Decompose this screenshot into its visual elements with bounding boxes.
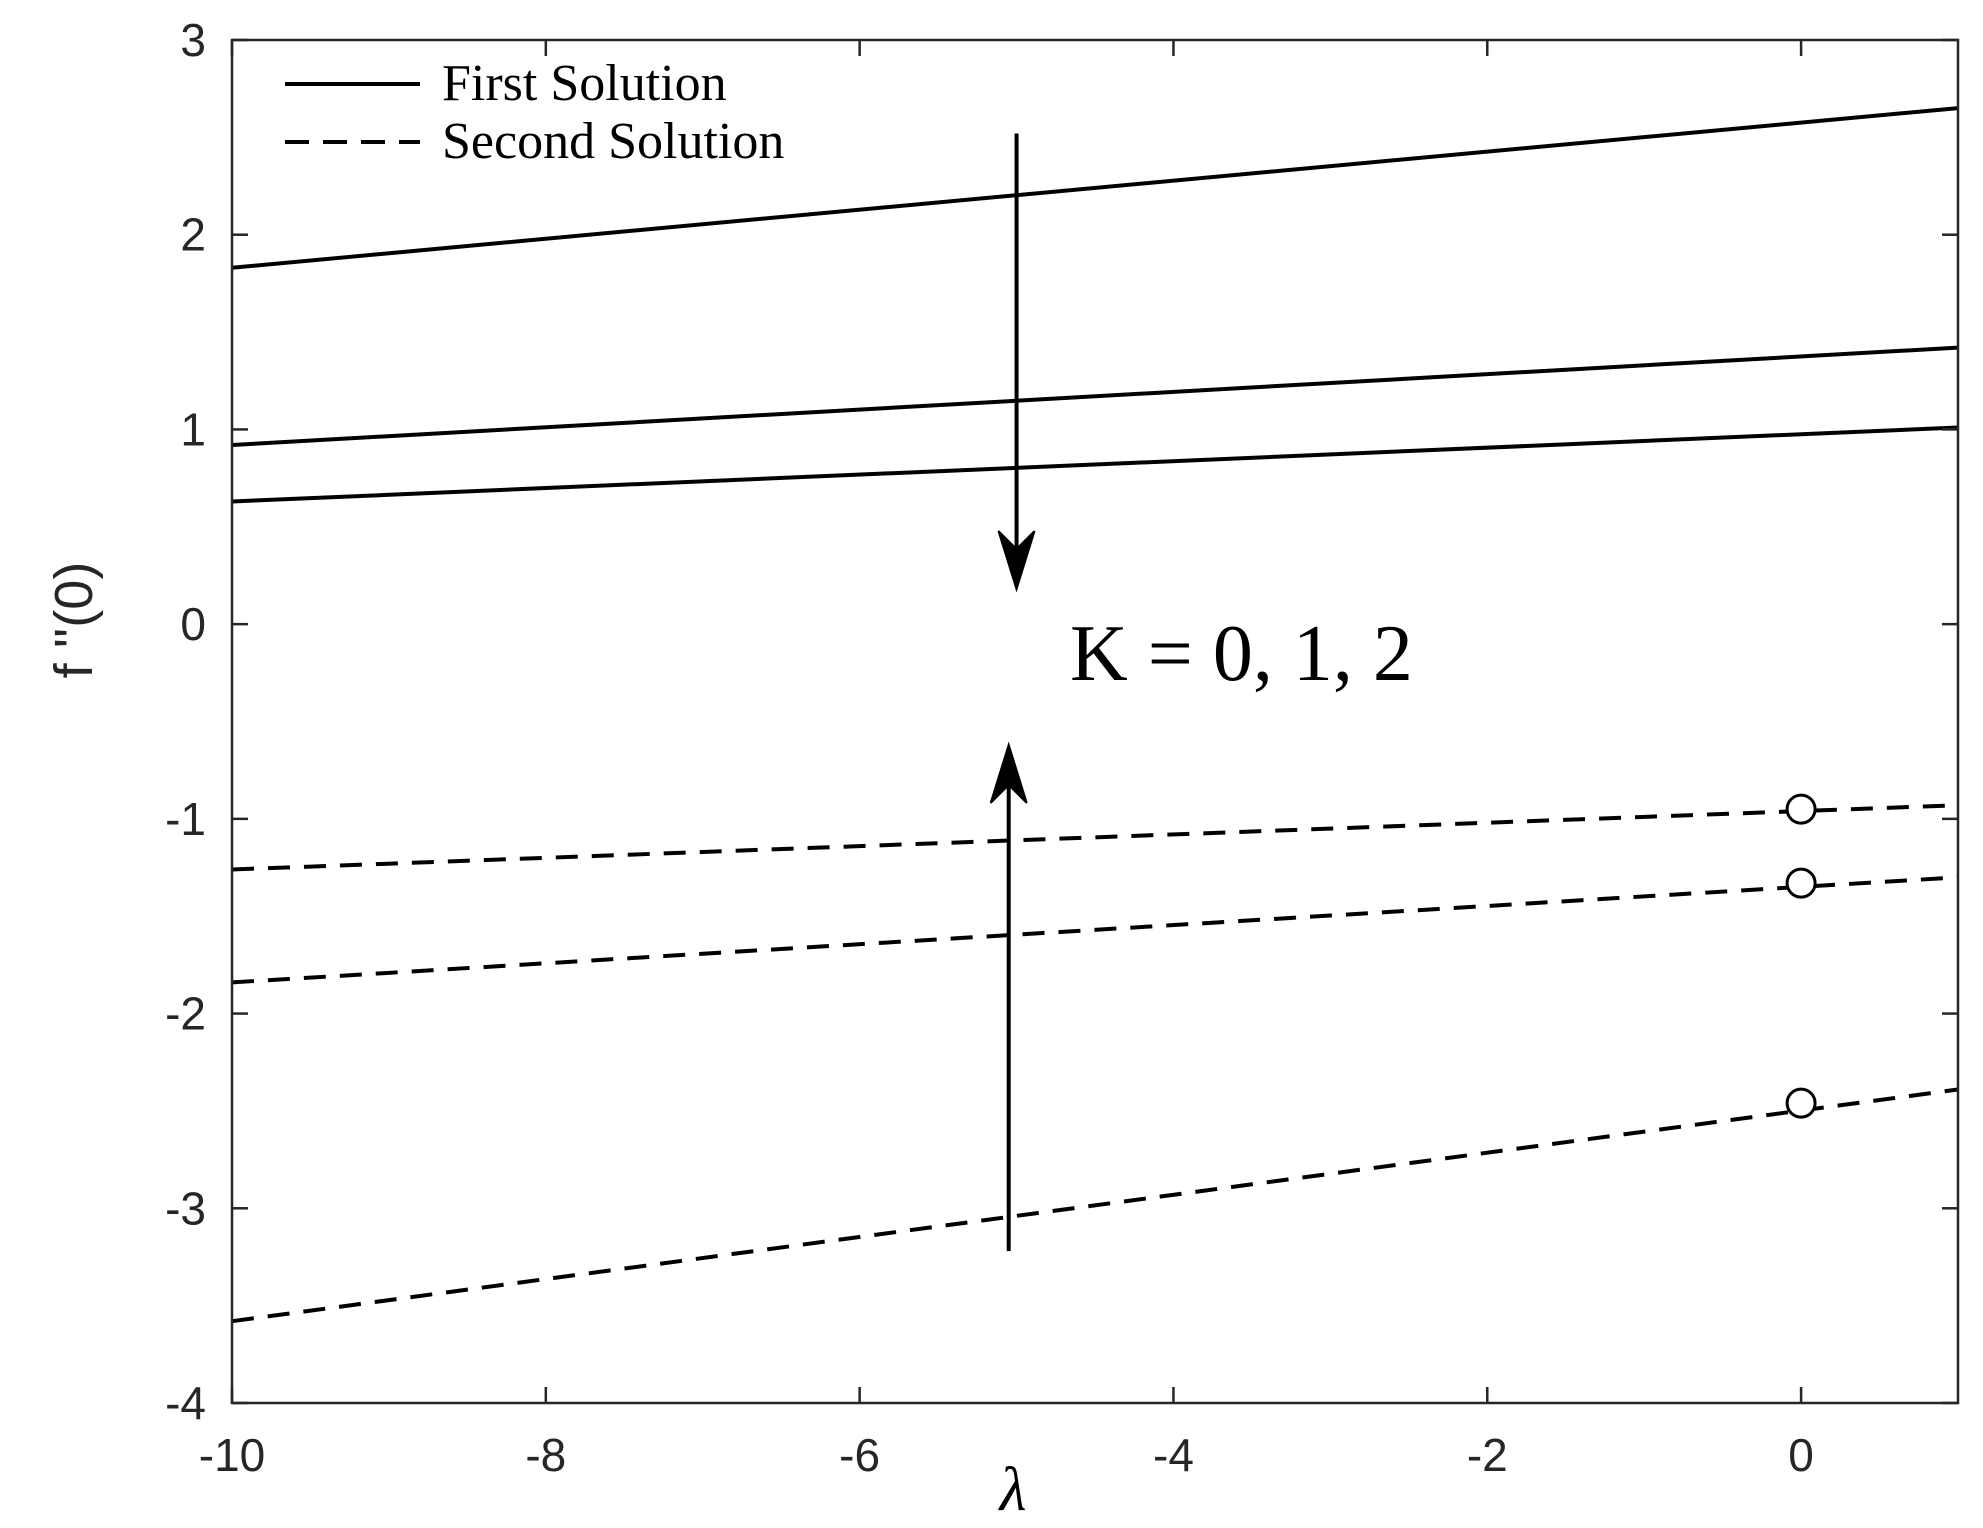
y-tick-label: 3: [180, 14, 206, 66]
legend-label-1: First Solution: [442, 55, 727, 112]
arrow-head: [997, 530, 1036, 593]
x-tick-label: -8: [525, 1429, 566, 1481]
arrow-head: [989, 741, 1028, 804]
arrow-2: [989, 741, 1028, 1252]
series-line-2: [231, 345, 1959, 447]
series-line-1: [231, 106, 1959, 270]
y-axis-label: f ''(0): [44, 562, 104, 679]
marker-open-circle-2: [1785, 867, 1817, 899]
x-tick-label: 0: [1788, 1429, 1814, 1481]
y-tick-label: -2: [165, 988, 206, 1040]
y-tick-label: -4: [165, 1377, 206, 1429]
marker-open-circle-1: [1785, 793, 1817, 825]
annotation-k-values: K = 0, 1, 2: [1070, 610, 1413, 698]
x-tick-label: -2: [1467, 1429, 1508, 1481]
y-tick-label: -1: [165, 793, 206, 845]
arrows-layer: [989, 133, 1036, 1252]
y-tick-label: -3: [165, 1182, 206, 1234]
series-line-3: [231, 425, 1959, 504]
legend-label-2: Second Solution: [442, 113, 784, 170]
y-tick-label: 2: [180, 209, 206, 261]
y-tick-label: 1: [180, 403, 206, 455]
series-line-6: [231, 1087, 1959, 1324]
marker-open-circle-3: [1785, 1087, 1817, 1119]
x-axis-label: λ: [998, 1456, 1027, 1524]
arrow-1: [997, 133, 1036, 593]
y-tick-label: 0: [180, 598, 206, 650]
x-tick-label: -6: [839, 1429, 880, 1481]
series-line-5: [231, 875, 1959, 985]
x-tick-label: -4: [1153, 1429, 1194, 1481]
plot-frame: [230, 38, 1960, 1405]
series-layer: [231, 106, 1959, 1324]
markers-layer: [1785, 793, 1817, 1119]
x-tick-label: -10: [199, 1429, 265, 1481]
